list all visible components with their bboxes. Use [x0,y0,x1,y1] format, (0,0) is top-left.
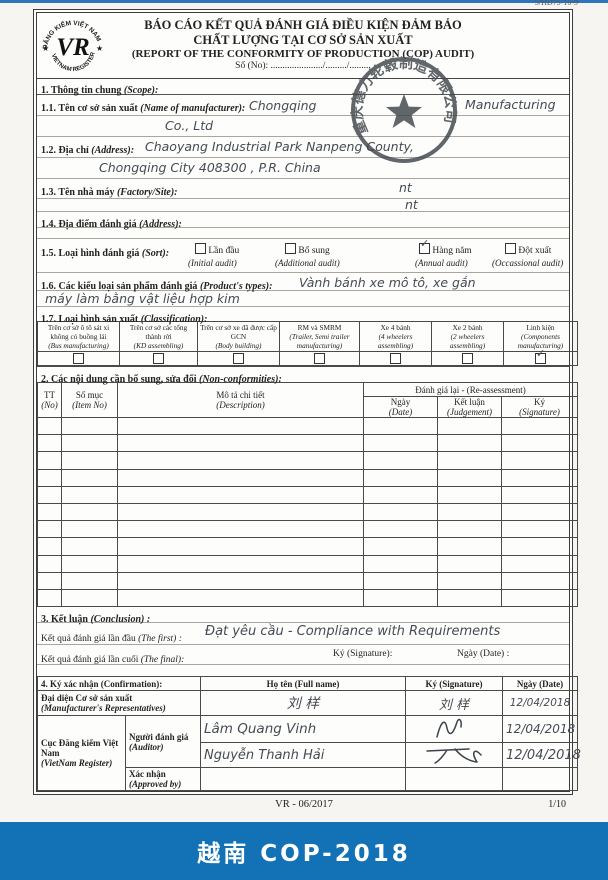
checkbox-body-building [233,352,244,364]
ncf-empty-row [37,537,579,556]
ncf-empty-row [37,520,579,539]
field-product-types: 1.6. Các kiểu loại sản phẩm đánh giá (Pr… [37,273,569,292]
handwriting-rep-date: 12/04/2018 [509,697,571,710]
handwriting-address-line2: Chongqing City 408300 , P.R. China [99,160,321,175]
ncf-empty-row [37,588,579,608]
handwriting-product-types-line1: Vành bánh xe mô tô, xe gắn [299,275,476,290]
handwriting-rep-name: 刘 样 [286,696,320,713]
scan-top-blue-line [0,0,608,3]
signature-auditor2 [426,748,482,764]
svg-text:★: ★ [42,44,49,53]
vietnam-register-logo-icon: ĐĂNG KIỂM VIỆT NAM VIETNAM REGISTER ★ ★ … [39,15,107,82]
field-conclusion-final: Kết quả đánh giá lần cuối (The final): K… [37,645,569,666]
bottom-banner: 越南 COP-2018 [0,822,608,880]
checkbox-occasional-audit: Đột xuất [505,243,551,256]
checkbox-components: ✓ [535,347,546,364]
ncf-empty-row [37,554,579,573]
signature-rep: 刘 样 [438,697,470,713]
field-address: 1.2. Địa chỉ (Address): Chaoyang Industr… [37,137,569,158]
handwriting-factory-ditto: nt [399,180,412,195]
checkbox-trailer [314,352,325,364]
checkbox-additional-audit-en: (Additional audit) [275,258,340,268]
confirmation-header-row: 4. Ký xác nhận (Confirmation): Họ tên (F… [37,676,578,692]
checkbox-annual-audit-en: (Annual audit) [415,258,468,268]
section3-title: 3. Kết luận (Conclusion) : [37,607,569,625]
ncf-header-top: TT (No) Số mục (Item No) Mô tả chi tiết (De… [37,382,579,418]
manufacturer-rep-row: Đại diện Cơ sở sản xuất (Manufacturer's R… [37,690,578,717]
auditor1-row: Cục Đăng kiểm Việt Nam (VietNam Register)… [37,715,578,792]
confirmation-table: 4. Ký xác nhận (Confirmation): Họ tên (F… [37,676,581,792]
checkbox-bus [73,352,84,364]
ditto-row: nt [37,197,569,212]
checkbox-box: ✓ [419,237,430,254]
final-date-label: Ngày (Date) : [457,649,510,660]
handwriting-manufacturer-line2: Co., Ltd [165,118,214,133]
checkbox-annual-audit: ✓ Hàng năm [419,237,472,256]
ncf-empty-row [37,485,579,504]
report-title-line1: BÁO CÁO KẾT QUẢ ĐÁNH GIÁ ĐIỀU KIỆN ĐẢM B… [144,18,462,32]
report-number-line: Số (No): ....................../........… [235,61,371,71]
ncf-empty-row [37,502,579,522]
checkbox-4-wheelers [390,352,401,364]
field-manufacturer-name: 1.1. Tên cơ sở sản xuất (Name of manufac… [37,95,569,116]
svg-text:★: ★ [96,44,103,53]
handwriting-product-types-line2: máy làm bằng vật liệu hợp kim [45,291,240,306]
checkbox-box [195,243,206,254]
field-audit-sort: 1.5. Loại hình đánh giá (Sort): Lần đầu … [37,237,569,273]
handwriting-auditor2-date: 12/04/2018 [506,747,581,763]
field-audit-address: 1.4. Địa điểm đánh giá (Address): [37,212,569,230]
approved-by-row: Xác nhận (Approved by) [38,767,578,792]
final-sign-label: Ký (Signature): [333,649,393,660]
signature-auditor1 [436,718,462,738]
ncf-empty-row [37,571,579,590]
handwriting-manufacturer-a: Chongqing [249,98,317,113]
checkbox-initial-audit-en: (Initial audit) [188,258,237,268]
checkbox-additional-audit: Bổ sung [285,243,330,256]
ncf-empty-row [37,451,579,470]
field-product-types-line2: máy làm bằng vật liệu hợp kim [37,291,569,307]
handwriting-conclusion: Đạt yêu cầu - Compliance with Requiremen… [205,624,501,640]
field-manufacturer-name-line2: Co., Ltd [37,116,569,137]
handwriting-manufacturer-b: Manufacturing [465,97,556,112]
section2-title: 2. Các nội dung cần bổ sung, sửa đổi (No… [37,366,569,385]
page-number: 1/10 [548,799,566,810]
blank-ruled-row [37,228,569,239]
handwriting-ditto-2: nt [405,197,418,212]
blank-row [37,665,569,676]
svg-text:VR: VR [56,34,89,61]
classification-checkbox-row: ✓ [37,347,578,366]
report-title-line2: CHẤT LƯỢNG TẠI CƠ SỞ SẢN XUẤT [193,33,413,47]
field-conclusion-first: Kết quả đánh giá lần đầu (The first) : Đ… [37,623,569,646]
handwriting-auditor2-name: Nguyễn Thanh Hải [204,747,325,763]
non-conformities-table: TT (No) Số mục (Item No) Mô tả chi tiết (De… [37,382,579,608]
checkbox-box [505,243,516,254]
checkbox-initial-audit: Lần đầu [195,243,239,256]
cop-audit-form: ĐĂNG KIỂM VIỆT NAM VIETNAM REGISTER ★ ★ … [33,9,581,796]
section1-title: 1. Thông tin chung (Scope): [37,79,569,96]
field-classification-title: 1.7. Loại hình sản xuất (Classification)… [41,314,208,325]
doc-code: 5/HD75-10-9 [534,0,578,7]
form-header: ĐĂNG KIỂM VIỆT NAM VIETNAM REGISTER ★ ★ … [37,13,569,79]
report-title-line3: (REPORT OF THE CONFORMITY OF PRODUCTION … [131,48,475,60]
ncf-empty-row [37,434,579,453]
checkbox-occasional-audit-en: (Occassional audit) [492,258,564,268]
handwriting-auditor1-name: Lâm Quang Vinh [204,721,317,738]
checkbox-2-wheelers [462,352,473,364]
classification-header-row: Trên cơ sở ô tô sát xi không có buồng lá… [37,321,578,352]
handwriting-address-line1: Chaoyang Industrial Park Nanpeng County, [145,139,414,154]
ncf-empty-row [37,416,579,436]
field-factory-site: 1.3. Tên nhà máy (Factory/Site): nt [37,179,569,199]
ncf-header-sub: Ngày (Date) Kết luận (Judgement) Ký (Signat… [38,396,579,418]
checkbox-box [285,243,296,254]
ncf-empty-row [37,468,579,487]
handwriting-auditor1-date: 12/04/2018 [506,722,576,737]
form-code-footer: VR - 06/2017 [275,799,333,810]
checkbox-kd [153,352,164,364]
field-address-line2: Chongqing City 408300 , P.R. China [37,158,569,179]
classification-table: Trên cơ sở ô tô sát xi không có buồng lá… [37,321,578,366]
